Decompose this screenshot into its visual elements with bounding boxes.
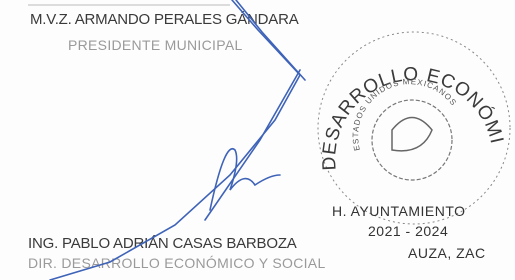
page-art: M.V.Z. ARMANDO PERALES GÁNDARA PRESIDENT… [0, 0, 515, 280]
stamp-eagle [392, 118, 432, 151]
stamp-place: AUZA, ZAC [408, 245, 486, 261]
stamp-council: H. AYUNTAMIENTO [332, 203, 466, 219]
stamp-emblem [372, 100, 452, 180]
document: M.V.Z. ARMANDO PERALES GÁNDARA PRESIDENT… [0, 0, 515, 280]
signature-stroke [205, 70, 300, 220]
stamp-term: 2021 - 2024 [368, 223, 448, 239]
signer-name: ING. PABLO ADRIÁN CASAS BARBOZA [28, 235, 297, 252]
signature-stroke [210, 149, 280, 210]
signer-role: DIR. DESARROLLO ECONÓMICO Y SOCIAL [28, 255, 326, 271]
signer-name: M.V.Z. ARMANDO PERALES GÁNDARA [30, 11, 299, 28]
signer-role: PRESIDENTE MUNICIPAL [68, 37, 243, 53]
